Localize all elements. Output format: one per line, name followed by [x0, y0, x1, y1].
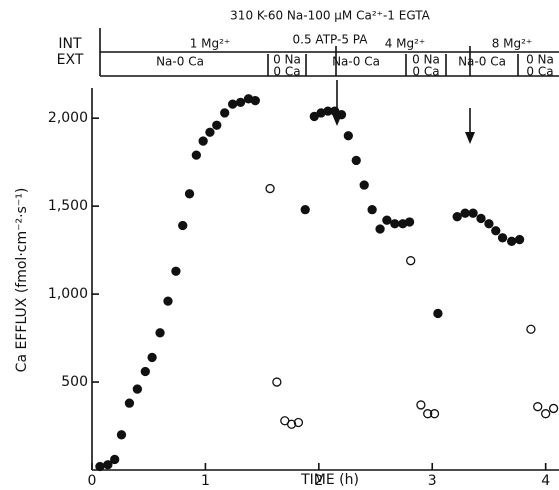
point	[460, 208, 470, 218]
point	[95, 461, 105, 472]
ext-segment: 0 Na	[526, 53, 554, 67]
point	[110, 454, 120, 465]
ext-segment: 0 Ca	[273, 65, 300, 79]
point	[227, 99, 238, 109]
point	[265, 183, 275, 194]
point	[416, 400, 426, 410]
row-label: INT	[58, 36, 82, 52]
point	[526, 324, 536, 334]
ext-segment: 0 Na	[273, 53, 301, 67]
point	[235, 97, 246, 107]
point	[375, 224, 385, 234]
point	[343, 131, 353, 141]
point	[491, 226, 501, 236]
point	[184, 189, 195, 199]
int-segment: 8 Mg²⁺	[492, 37, 533, 51]
x-axis-label: TIME (h)	[300, 472, 359, 488]
point	[293, 417, 304, 428]
conditions: 310 K-60 Na-100 μM Ca²⁺-1 EGTA	[230, 9, 430, 23]
ext-segment: 0 Ca	[412, 65, 439, 79]
ext-segment: Na-0 Ca	[156, 55, 204, 69]
point	[452, 212, 462, 222]
point	[198, 136, 208, 146]
point	[468, 208, 478, 218]
x-tick-label: 4	[541, 473, 550, 489]
point	[250, 95, 260, 106]
point	[497, 233, 508, 243]
row-label: EXT	[57, 52, 84, 68]
ext-segment: 0 Ca	[526, 65, 553, 79]
point	[336, 110, 347, 120]
x-tick-label: 0	[88, 473, 97, 489]
point	[514, 234, 525, 245]
point	[548, 403, 559, 414]
int-segment: 1 Mg²⁺	[190, 37, 231, 51]
point	[359, 180, 369, 190]
point	[367, 205, 377, 215]
y-tick-label: 2,000	[48, 110, 88, 126]
point	[147, 352, 157, 363]
point	[191, 150, 201, 160]
conditions: 0.5 ATP-5 PA	[293, 33, 369, 47]
x-tick-label: 2	[314, 473, 323, 489]
point	[272, 377, 282, 387]
point	[116, 430, 127, 440]
x-tick-label: 1	[201, 473, 210, 489]
point	[429, 409, 440, 419]
point	[406, 256, 416, 266]
point	[103, 460, 113, 470]
ext-segment: Na-0 Ca	[332, 55, 380, 69]
point	[300, 205, 310, 215]
y-tick-label: 1,500	[48, 198, 88, 214]
point	[140, 366, 150, 377]
point	[124, 398, 135, 408]
header: 310 K-60 Na-100 μM Ca²⁺-1 EGTA 0.5 ATP-5…	[57, 9, 559, 79]
point	[155, 328, 165, 338]
int-segment: 4 Mg²⁺	[385, 37, 426, 51]
point	[171, 266, 181, 276]
point	[541, 409, 551, 419]
point	[382, 215, 392, 225]
point	[433, 308, 443, 319]
y-tick-label: 1,000	[48, 286, 88, 302]
point	[286, 419, 297, 429]
point	[533, 402, 543, 412]
point	[390, 219, 400, 229]
point	[212, 120, 222, 130]
y-tick-label: 500	[61, 374, 88, 390]
point	[506, 236, 517, 246]
point	[484, 219, 494, 229]
point	[178, 220, 188, 231]
point	[404, 217, 415, 227]
point	[163, 296, 173, 306]
ext-segment: 0 Na	[412, 53, 440, 67]
arrows	[332, 80, 475, 144]
point	[476, 213, 486, 224]
point	[132, 384, 143, 394]
arrow-head	[465, 132, 475, 144]
point	[351, 155, 361, 166]
y-axis-label: Ca EFFLUX (fmol·cm⁻²·s⁻¹)	[14, 188, 30, 373]
point	[205, 127, 215, 137]
x-tick-label: 3	[428, 473, 437, 489]
ext-segment: Na-0 Ca	[458, 55, 506, 69]
point	[220, 108, 230, 118]
point	[423, 409, 433, 419]
